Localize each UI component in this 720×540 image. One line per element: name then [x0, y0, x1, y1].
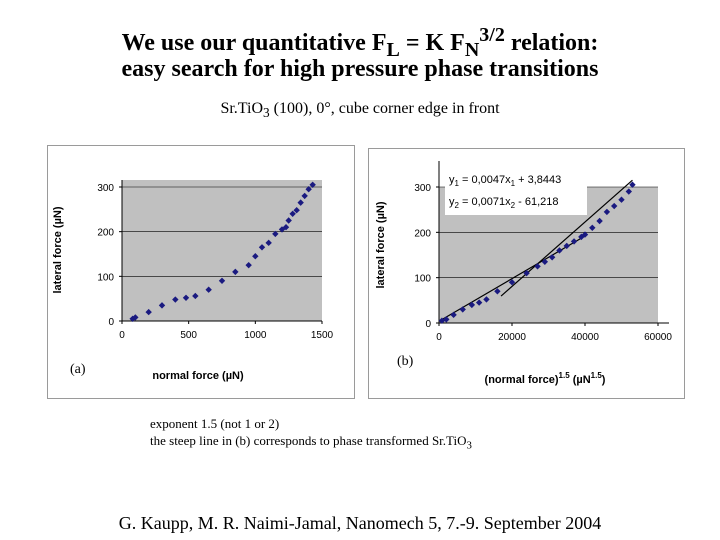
- x-tick-label-b: 0: [436, 332, 442, 343]
- data-point-a: [258, 244, 266, 251]
- y-tick-label-b: 100: [414, 274, 431, 285]
- data-point-b: [475, 299, 483, 306]
- citation-footer: G. Kaupp, M. R. Naimi-Jamal, Nanomech 5,…: [118, 513, 602, 533]
- data-point-b: [563, 242, 570, 250]
- y-tick-label-b: 300: [414, 183, 431, 194]
- data-point-b: [625, 188, 632, 195]
- fit-line-y2: [500, 179, 633, 297]
- data-point-a: [285, 217, 292, 224]
- data-point-b: [581, 231, 589, 238]
- x-tick-label-b: 20000: [498, 332, 526, 343]
- chart-panel-b: 0 100 200 300 0 20000 40000 60000 y1 = 0,0047x1…: [368, 148, 685, 399]
- equation-box: [445, 167, 587, 215]
- data-point-b: [508, 279, 516, 286]
- data-point-a: [182, 294, 190, 301]
- data-point-b: [618, 196, 625, 203]
- x-tick-label-a: 0: [119, 330, 125, 341]
- plot-area-a: [122, 180, 322, 321]
- sample-description: Sr.TiO3 (100), 0°, cube corner edge in f…: [220, 100, 500, 121]
- slide-title-line1: We use our quantitative FL = K FN3/2 rel…: [121, 24, 599, 61]
- y-tick-label-a: 0: [108, 317, 114, 328]
- data-point-a: [272, 230, 279, 238]
- data-point-b: [438, 317, 446, 324]
- data-point-b: [494, 288, 501, 295]
- data-point-a: [289, 210, 296, 217]
- slide-title-line2: easy search for high pressure phase tran…: [121, 56, 599, 82]
- note-steep-line: the steep line in (b) corresponds to pha…: [150, 433, 472, 452]
- data-point-a: [282, 224, 290, 231]
- x-axis-label-a: normal force (µN): [152, 370, 244, 382]
- data-point-a: [252, 253, 259, 260]
- data-point-a: [129, 315, 136, 322]
- x-tick-label-b: 40000: [571, 332, 599, 343]
- data-point-a: [293, 207, 300, 214]
- data-point-a: [305, 186, 312, 193]
- chart-a-svg: 0 100 200 300 0 500 1000 1500 lateral force (µN…: [52, 180, 334, 382]
- y-axis-label-b: lateral force (µN): [375, 201, 387, 288]
- x-tick-label-a: 500: [180, 330, 197, 341]
- data-point-b: [483, 296, 490, 303]
- x-axis-label-b: (normal force)1.5 (µN1.5): [485, 371, 606, 386]
- data-point-a: [245, 261, 252, 269]
- y-tick-label-b: 200: [414, 228, 431, 239]
- data-point-a: [232, 268, 239, 276]
- data-point-a: [265, 239, 272, 247]
- x-tick-label-a: 1000: [244, 330, 267, 341]
- data-point-b: [459, 306, 466, 313]
- equation-y2: y2 = 0,0071x2 - 61,218: [449, 196, 559, 210]
- panel-label-a: (a): [70, 362, 86, 377]
- chart-panel-a: 0 100 200 300 0 500 1000 1500 lateral force (µN…: [47, 145, 355, 399]
- chart-b-svg: 0 100 200 300 0 20000 40000 60000 y1 = 0,0047x1…: [375, 161, 672, 386]
- data-point-b: [541, 258, 549, 265]
- data-point-a: [301, 192, 308, 200]
- x-tick-label-a: 1500: [311, 330, 334, 341]
- data-point-a: [309, 181, 316, 188]
- data-point-a: [218, 277, 226, 284]
- note-exponent: exponent 1.5 (not 1 or 2): [150, 416, 280, 431]
- x-tick-label-b: 60000: [644, 332, 672, 343]
- panel-label-b: (b): [397, 354, 414, 369]
- data-point-a: [278, 226, 286, 233]
- y-tick-label-a: 300: [97, 183, 114, 194]
- data-point-a: [205, 286, 212, 293]
- y-axis-label-a: lateral force (µN): [52, 206, 64, 293]
- data-point-b: [603, 208, 611, 216]
- data-point-a: [172, 296, 179, 303]
- data-point-a: [145, 308, 152, 316]
- data-point-b: [443, 316, 450, 323]
- y-tick-label-b: 0: [425, 319, 431, 330]
- y-tick-label-a: 200: [97, 228, 114, 239]
- equation-y1: y1 = 0,0047x1 + 3,8443: [449, 174, 561, 188]
- y-tick-label-a: 100: [97, 272, 114, 283]
